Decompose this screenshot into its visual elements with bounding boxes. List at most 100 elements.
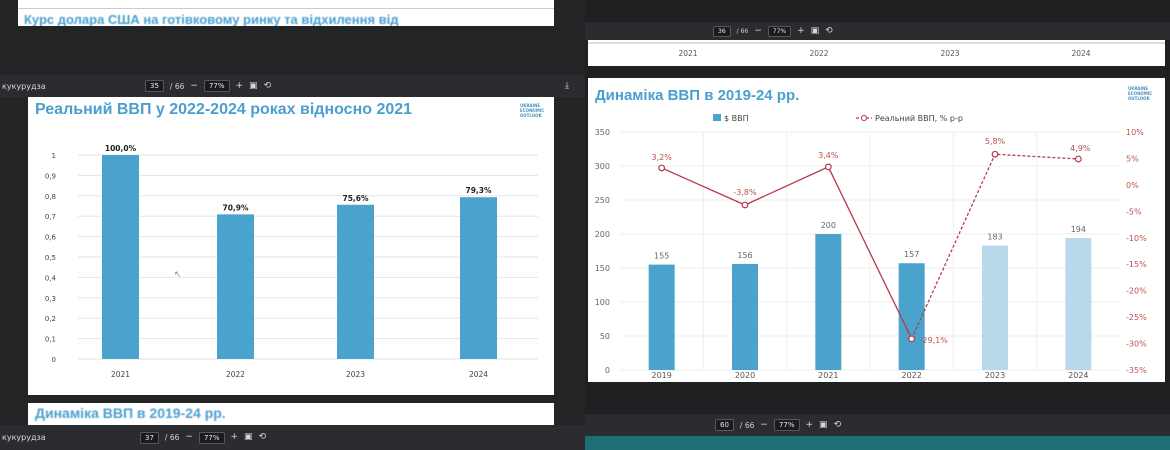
x-tick-label: 2022 — [901, 371, 921, 380]
right-axis-tick: -10% — [1126, 234, 1147, 243]
left-axis-tick: 0 — [605, 366, 610, 375]
pdf-toolbar-top: кукурудза 35 / 66 − 77% + ▣ ⟲ ⤓ — [0, 75, 585, 97]
legend-line-label: Реальний ВВП, % р-р — [875, 114, 963, 123]
page-navigation-bottom: 37 / 66 − 77% + ▣ ⟲ — [140, 431, 267, 444]
fit-page-icon-right-top[interactable]: ▣ — [810, 25, 820, 36]
real-gdp-point-label: 3,4% — [818, 151, 839, 160]
right-axis-tick: 0% — [1126, 181, 1139, 190]
real-gdp-point — [741, 201, 749, 209]
bar — [460, 197, 497, 359]
pdf-toolbar-top-right: 36 / 66 − 77% + ▣ ⟲ — [585, 22, 1170, 40]
x-tick-label: 2021 — [111, 370, 130, 379]
rotate-icon-right-bottom[interactable]: ⟲ — [833, 419, 842, 430]
right-axis-tick: -5% — [1126, 207, 1142, 216]
pdf-toolbar-bottom: кукурудза 37 / 66 − 77% + ▣ ⟲ — [0, 425, 585, 450]
right-axis-tick: -15% — [1126, 260, 1147, 269]
prev-year-label: 2024 — [1071, 49, 1090, 58]
right-pdf-viewer: 36 / 66 − 77% + ▣ ⟲ 2021 2022 2023 2024 … — [585, 0, 1170, 450]
real-gdp-point-label: -3,8% — [733, 188, 757, 197]
fit-page-icon-right-bottom[interactable]: ▣ — [819, 419, 828, 430]
legend-bar-label: $ ВВП — [724, 114, 749, 123]
y-tick-label: 0,6 — [45, 234, 57, 242]
rotate-icon-right-top[interactable]: ⟲ — [825, 25, 833, 36]
page-number-input-right-top[interactable]: 36 — [713, 25, 731, 37]
real-gdp-point — [1074, 155, 1082, 163]
rotate-icon-bottom[interactable]: ⟲ — [258, 432, 267, 442]
left-axis-tick: 50 — [600, 332, 610, 341]
right-axis-tick: -25% — [1126, 313, 1147, 322]
real-gdp-point — [658, 164, 666, 172]
zoom-in-button-bottom[interactable]: + — [230, 432, 239, 442]
zoom-level-input-right-bottom[interactable]: 77% — [773, 419, 800, 431]
bar-value-label: 100,0% — [105, 144, 137, 153]
left-axis-tick: 300 — [595, 162, 610, 171]
left-axis-tick: 150 — [595, 264, 610, 273]
zoom-level-input-right-top[interactable]: 77% — [767, 25, 792, 37]
fit-page-icon-bottom[interactable]: ▣ — [244, 432, 253, 442]
gdp-usd-bar — [815, 234, 842, 370]
page-gdp-dynamics: Динаміка ВВП в 2019-24 рр. UKRAINE ECONOM… — [588, 78, 1165, 382]
y-tick-label: 0,8 — [45, 193, 56, 201]
uea-logo: UKRAINE ECONOMIC OUTLOOK — [520, 103, 545, 118]
y-tick-label: 1 — [52, 152, 56, 160]
gdp-usd-bar — [898, 263, 925, 370]
gdp-usd-bar-label: 156 — [737, 251, 752, 260]
page-navigation-right-bottom: 60 / 66 − 77% + ▣ ⟲ — [715, 419, 841, 431]
zoom-out-button-bottom[interactable]: − — [185, 432, 193, 442]
zoom-in-button-right-bottom[interactable]: + — [805, 419, 814, 430]
page-total-right-top: / 66 — [736, 27, 749, 35]
bottom-accent-bar — [585, 436, 1170, 450]
page-gap-right-2 — [585, 382, 1170, 410]
gdp-usd-bar-label: 200 — [821, 221, 836, 230]
page-navigation-right-top: 36 / 66 − 77% + ▣ ⟲ — [713, 25, 833, 37]
zoom-in-button[interactable]: + — [235, 80, 244, 91]
gdp-usd-bar — [982, 245, 1008, 370]
x-tick-label: 2022 — [226, 370, 245, 379]
right-axis-tick: 5% — [1126, 154, 1139, 163]
gdp-usd-bar-label: 183 — [987, 233, 1002, 242]
prev-year-label: 2022 — [809, 49, 828, 58]
y-tick-label: 0,1 — [45, 336, 56, 344]
real-gdp-point-label: 4,9% — [1070, 144, 1091, 153]
real-gdp-point — [824, 163, 832, 171]
chart-title-gdp-dynamics: Динаміка ВВП в 2019-24 рр. — [595, 87, 800, 104]
previous-page-strip — [18, 0, 554, 9]
left-axis-tick: 350 — [595, 128, 610, 137]
page-total: / 66 — [169, 81, 185, 91]
next-page-strip: Динаміка ВВП в 2019-24 рр. — [28, 403, 554, 425]
left-axis-tick: 200 — [595, 230, 610, 239]
previous-page-axis: 2021 2022 2023 2024 — [588, 42, 1165, 58]
legend-bar-swatch — [713, 114, 721, 121]
page-total-bottom: / 66 — [164, 433, 180, 442]
previous-page-axis-strip: 2021 2022 2023 2024 — [588, 40, 1165, 66]
chart-title: Реальний ВВП у 2022-2024 роках відносно … — [35, 101, 413, 118]
x-tick-label: 2023 — [985, 371, 1005, 380]
bar — [102, 155, 139, 359]
page-navigation: 35 / 66 − 77% + ▣ ⟲ — [145, 80, 271, 92]
page-number-input-right-bottom[interactable]: 60 — [715, 419, 734, 431]
fit-page-icon[interactable]: ▣ — [249, 80, 258, 91]
zoom-level-input[interactable]: 77% — [203, 80, 230, 92]
rotate-icon[interactable]: ⟲ — [263, 80, 272, 91]
download-icon[interactable]: ⤓ — [565, 80, 569, 91]
mouse-cursor-icon: ↖ — [174, 270, 182, 280]
previous-page-heading-strip: Курс долара США на готівковому ринку та … — [18, 9, 554, 27]
zoom-out-button-right-bottom[interactable]: − — [760, 419, 768, 430]
real-gdp-point — [908, 335, 916, 343]
gdp-dynamics-combo-chart: 0 50 100 150 200 250 300 350 10% 5% 0% -5% -10% -15% -… — [595, 114, 1147, 380]
prev-year-label: 2021 — [678, 49, 697, 58]
left-axis-tick: 250 — [595, 196, 610, 205]
page-number-input[interactable]: 35 — [145, 80, 164, 92]
zoom-out-button-right-top[interactable]: − — [754, 25, 762, 36]
zoom-level-input-bottom[interactable]: 77% — [198, 431, 225, 444]
zoom-out-button[interactable]: − — [190, 80, 198, 91]
zoom-in-button-right-top[interactable]: + — [797, 25, 805, 36]
previous-page-heading: Курс долара США на готівковому ринку та … — [24, 12, 399, 27]
x-tick-label: 2021 — [818, 371, 838, 380]
pdf-toolbar-bottom-right: 60 / 66 − 77% + ▣ ⟲ — [585, 414, 1170, 436]
real-gdp-bar-chart: 0 0,1 0,2 0,3 0,4 0,5 0,6 0,7 0,8 0,9 1 100,0% 2021 7… — [45, 144, 538, 379]
page-number-input-bottom[interactable]: 37 — [140, 431, 159, 444]
document-title: кукурудза — [2, 81, 46, 91]
page-real-gdp: Реальний ВВП у 2022-2024 роках відносно … — [28, 97, 554, 395]
y-tick-label: 0,4 — [45, 274, 57, 282]
